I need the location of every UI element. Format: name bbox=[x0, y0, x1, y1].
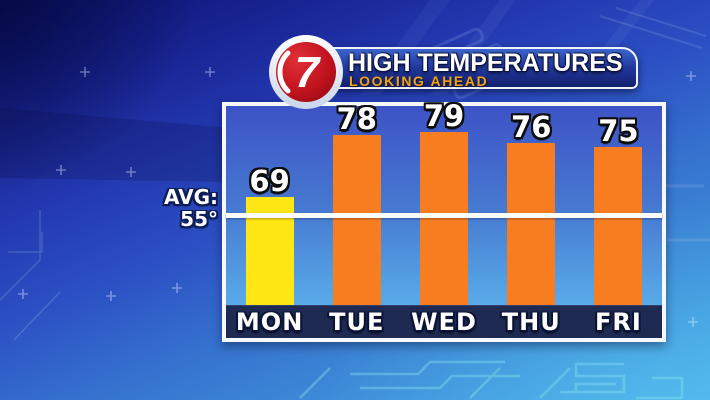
day-label-mon: MON bbox=[235, 308, 304, 336]
day-axis-strip: MON TUE WED THU FRI bbox=[226, 305, 662, 338]
station-7-logo: 7 bbox=[269, 35, 343, 109]
avg-label-word: AVG: bbox=[163, 185, 218, 209]
day-label-tue: TUE bbox=[329, 308, 385, 336]
bar-value-label: 76 bbox=[511, 110, 552, 144]
header-banner: HIGH TEMPERATURES LOOKING AHEAD bbox=[302, 47, 638, 89]
day-label-thu: THU bbox=[501, 308, 561, 336]
avg-label: AVG: 55° bbox=[110, 186, 218, 230]
bar-column-thu: 76 bbox=[488, 106, 575, 305]
day-label-wed: WED bbox=[411, 308, 477, 336]
temperature-bar-tue bbox=[332, 135, 381, 305]
chart-columns: 69 78 79 76 75 bbox=[226, 102, 662, 305]
temperature-bar-thu bbox=[507, 143, 556, 305]
bar-column-mon: 69 bbox=[226, 106, 313, 305]
avg-label-value: 55° bbox=[180, 207, 218, 231]
day-label-fri: FRI bbox=[595, 308, 642, 336]
bar-value-label: 75 bbox=[598, 114, 639, 148]
temperature-bar-fri bbox=[594, 147, 643, 305]
bar-column-tue: 78 bbox=[313, 102, 400, 305]
graphic-title: HIGH TEMPERATURES bbox=[348, 49, 623, 77]
logo-7-text: 7 bbox=[295, 48, 322, 97]
bar-value-label: 79 bbox=[423, 99, 465, 133]
temperature-bar-chart: 69 78 79 76 75 MON TUE WED THU FRI bbox=[222, 102, 666, 342]
graphic-subtitle: LOOKING AHEAD bbox=[349, 73, 489, 89]
temperature-bar-wed bbox=[420, 132, 468, 305]
bar-column-wed: 79 bbox=[400, 102, 487, 305]
bar-value-label: 78 bbox=[336, 102, 377, 136]
bar-value-label: 69 bbox=[249, 164, 290, 198]
average-line bbox=[226, 213, 662, 218]
bar-column-fri: 75 bbox=[575, 106, 662, 305]
